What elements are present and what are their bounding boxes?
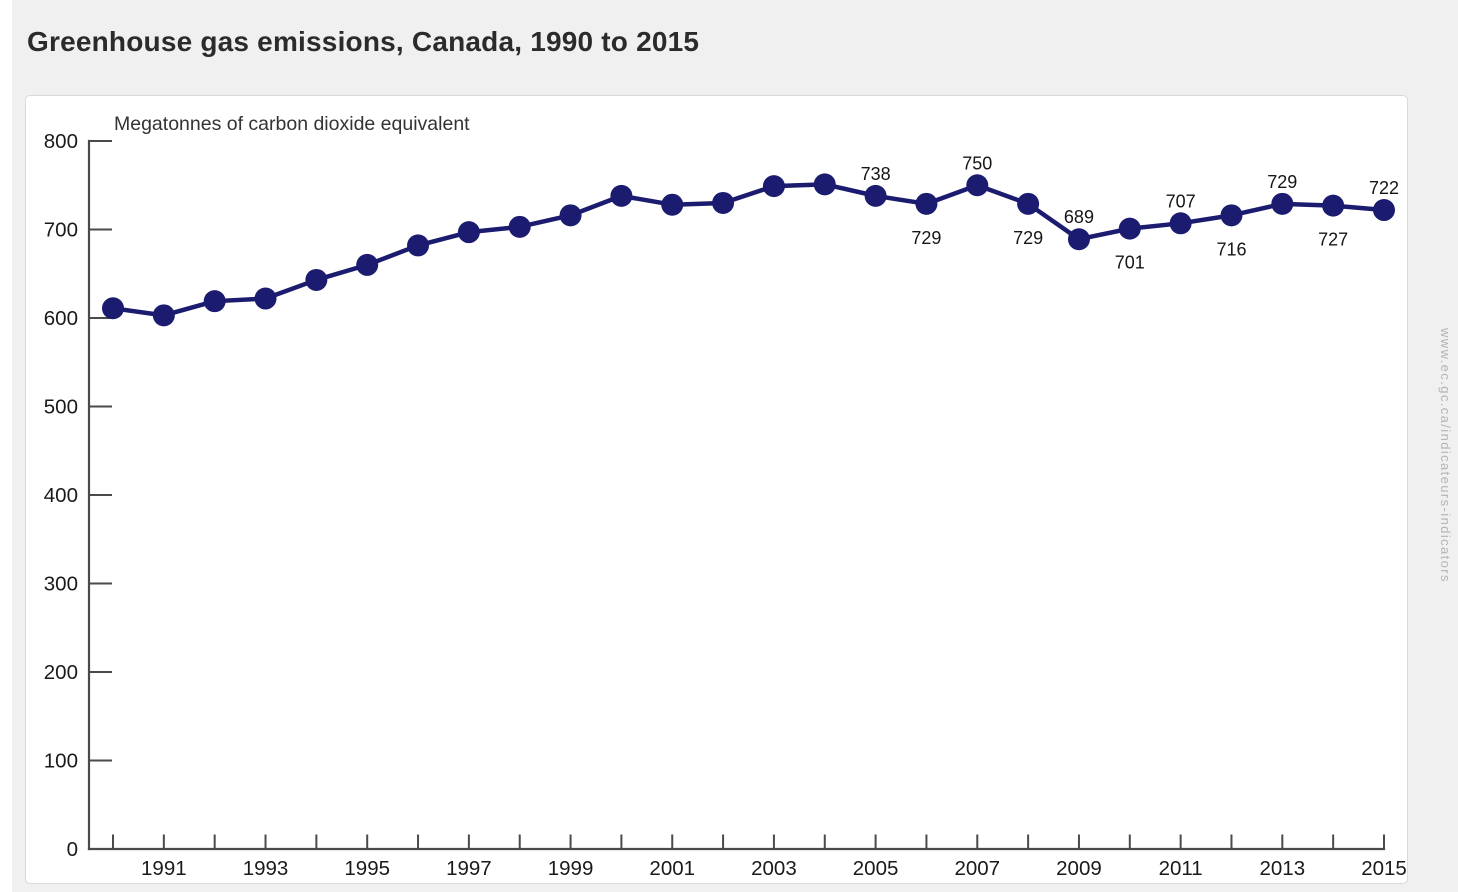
data-point [1067, 228, 1090, 251]
data-point [1118, 217, 1141, 240]
data-point [1271, 192, 1294, 215]
x-axis-ticks: 1991 1993 1995 1997 1999 2001 2003 2005 2007 2009… [112, 834, 1407, 880]
data-point [559, 204, 582, 227]
y-tick-label: 200 [44, 661, 78, 684]
data-point [1373, 199, 1395, 222]
point-labels: 738 729 750 729 689 701 707 716 729 727 722 [861, 153, 1399, 272]
point-value-label: 716 [1216, 239, 1246, 259]
data-point [864, 184, 887, 207]
data-points [102, 173, 1395, 327]
x-tick-label: 2001 [649, 857, 695, 880]
point-value-label: 701 [1115, 253, 1145, 273]
x-tick-label: 2013 [1260, 857, 1306, 880]
y-axis-unit-label: Megatonnes of carbon dioxide equivalent [114, 113, 470, 135]
data-point [508, 215, 531, 238]
x-tick-label: 2007 [954, 857, 1000, 880]
x-tick-label: 2005 [853, 857, 899, 880]
x-tick-label: 2011 [1159, 857, 1203, 880]
data-point [254, 287, 277, 310]
data-point [1322, 194, 1345, 217]
point-value-label: 722 [1369, 178, 1399, 198]
point-value-label: 738 [861, 164, 891, 184]
y-tick-label: 700 [44, 219, 78, 242]
point-value-label: 729 [1013, 228, 1043, 248]
y-tick-label: 300 [44, 573, 78, 596]
data-point [203, 290, 226, 313]
data-point [915, 192, 938, 215]
data-point [407, 234, 430, 257]
data-point [356, 253, 379, 276]
data-point [813, 173, 836, 196]
point-value-label: 707 [1166, 191, 1196, 211]
data-point [457, 221, 480, 244]
x-tick-label: 1999 [548, 857, 594, 880]
data-point [1169, 212, 1192, 235]
data-point [305, 268, 328, 291]
emissions-line-chart: Megatonnes of carbon dioxide equivalent0… [44, 113, 1407, 880]
x-tick-label: 1993 [243, 857, 289, 880]
y-tick-label: 100 [44, 750, 78, 773]
watermark-url: www.ec.gc.ca/indicateurs-indicators [1438, 328, 1453, 583]
x-tick-label: 2015 [1361, 857, 1407, 880]
y-tick-label: 800 [44, 130, 78, 153]
y-tick-label: 600 [44, 307, 78, 330]
data-point [712, 191, 735, 214]
data-point [102, 297, 124, 320]
point-value-label: 727 [1318, 230, 1348, 250]
x-tick-label: 1997 [446, 857, 492, 880]
data-point [610, 184, 633, 207]
y-axis-ticks: 0 100 200 300 400 500 600 700 800 [44, 130, 112, 861]
data-point [1220, 204, 1243, 227]
x-tick-label: 2009 [1056, 857, 1102, 880]
x-tick-label: 2003 [751, 857, 797, 880]
data-point [661, 193, 684, 216]
data-point [762, 175, 785, 198]
page-title: Greenhouse gas emissions, Canada, 1990 t… [27, 26, 700, 57]
x-tick-label: 1991 [141, 857, 187, 880]
emissions-chart-panel: Megatonnes of carbon dioxide equivalent 0… [25, 95, 1408, 884]
data-point [152, 304, 175, 327]
data-point [966, 174, 989, 197]
point-value-label: 750 [962, 153, 992, 173]
point-value-label: 729 [911, 228, 941, 248]
x-tick-label: 1995 [344, 857, 390, 880]
point-value-label: 729 [1267, 172, 1297, 192]
data-point [1017, 192, 1040, 215]
y-tick-label: 0 [67, 838, 78, 861]
y-tick-label: 500 [44, 396, 78, 419]
point-value-label: 689 [1064, 207, 1094, 227]
y-tick-label: 400 [44, 484, 78, 507]
axes [87, 139, 1386, 851]
